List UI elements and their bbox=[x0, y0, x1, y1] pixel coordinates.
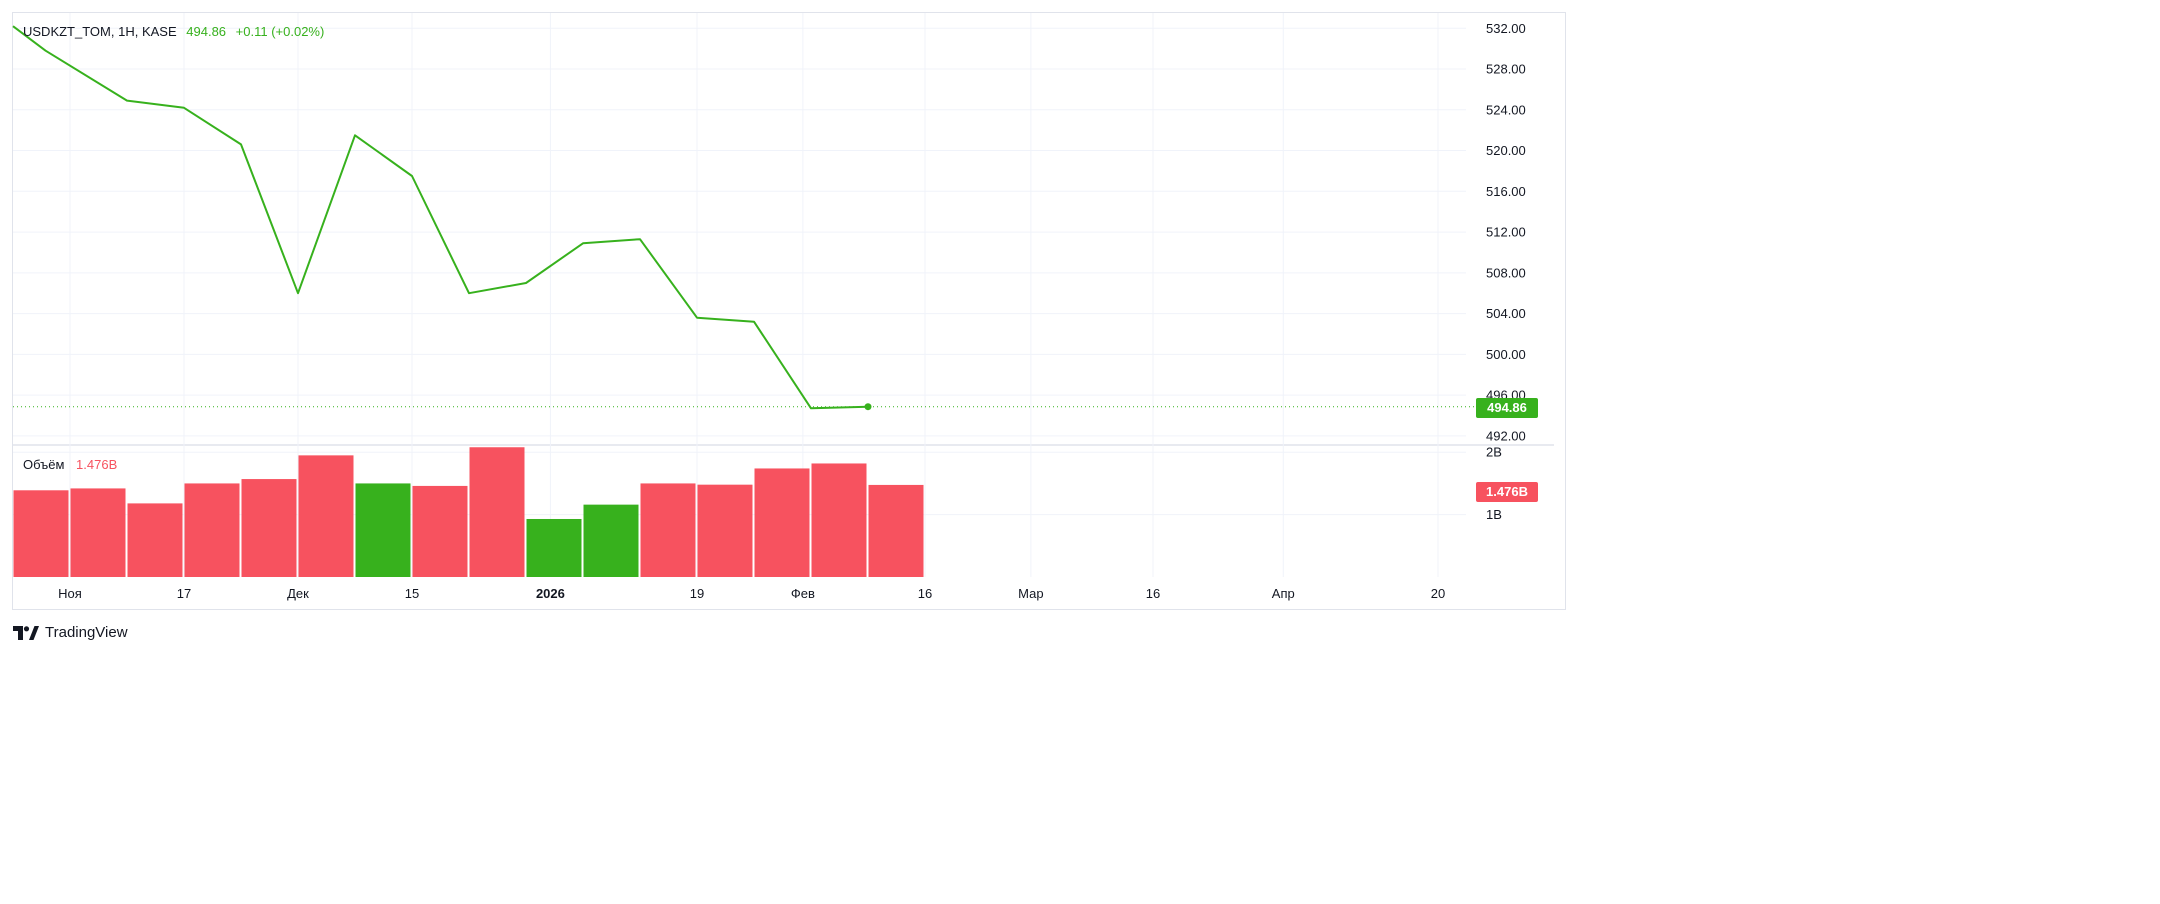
volume-bar bbox=[469, 447, 525, 577]
volume-bar bbox=[70, 488, 126, 577]
time-tick-label: Дек bbox=[287, 586, 309, 601]
price-series bbox=[12, 25, 1476, 411]
grid-lines bbox=[13, 13, 1554, 577]
brand-name: TradingView bbox=[45, 624, 128, 641]
volume-tick-label: 1B bbox=[1486, 507, 1502, 522]
price-tick-label: 504.00 bbox=[1486, 306, 1526, 321]
volume-bars bbox=[13, 447, 924, 577]
volume-bar bbox=[241, 479, 297, 577]
price-line bbox=[12, 25, 869, 410]
chart-canvas[interactable]: 532.00 528.00 524.00 520.00 516.00 512.00 508.… bbox=[0, 0, 1568, 654]
symbol-label[interactable]: USDKZT_TOM, 1H, KASE bbox=[23, 24, 177, 39]
volume-bar bbox=[754, 468, 810, 577]
volume-bar bbox=[640, 483, 696, 577]
time-tick-label: 16 bbox=[1146, 586, 1160, 601]
time-tick-label: Фев bbox=[791, 586, 815, 601]
time-axis: Ноя 17 Дек 15 2026 19 Фев 16 Мар 16 Апр 20 bbox=[58, 586, 1445, 601]
volume-bar bbox=[811, 463, 867, 577]
last-volume-tag: 1.476B bbox=[1476, 482, 1538, 502]
price-tick-label: 528.00 bbox=[1486, 62, 1526, 77]
price-tick-label: 532.00 bbox=[1486, 21, 1526, 36]
volume-bar bbox=[127, 503, 183, 577]
time-tick-label: 17 bbox=[177, 586, 191, 601]
price-tick-label: 512.00 bbox=[1486, 225, 1526, 240]
last-price-value: 494.86 bbox=[186, 24, 227, 39]
price-tick-label: 508.00 bbox=[1486, 265, 1526, 280]
volume-bar bbox=[412, 485, 468, 577]
volume-tick-label: 2B bbox=[1486, 445, 1502, 460]
brand-logo[interactable]: TradingView bbox=[13, 624, 128, 641]
series-legend[interactable]: USDKZT_TOM, 1H, KASE 494.86 +0.11 (+0.02… bbox=[23, 24, 324, 39]
price-tick-label: 516.00 bbox=[1486, 184, 1526, 199]
volume-bar bbox=[13, 490, 69, 577]
volume-bar bbox=[697, 484, 753, 577]
volume-legend-label: Объём bbox=[23, 457, 65, 472]
volume-bar bbox=[868, 484, 924, 577]
time-tick-label: Ноя bbox=[58, 586, 82, 601]
price-tick-label: 520.00 bbox=[1486, 143, 1526, 158]
last-price-marker bbox=[864, 403, 872, 411]
time-tick-label: 2026 bbox=[536, 586, 565, 601]
price-change-value: +0.11 (+0.02%) bbox=[235, 24, 325, 39]
volume-bar bbox=[583, 504, 639, 577]
volume-axis: 2B 1B bbox=[1486, 445, 1502, 522]
volume-bar bbox=[298, 455, 354, 577]
time-tick-label: Апр bbox=[1272, 586, 1295, 601]
time-tick-label: Мар bbox=[1018, 586, 1043, 601]
volume-bar bbox=[184, 483, 240, 577]
volume-bar bbox=[526, 518, 582, 577]
last-price-tag: 494.86 bbox=[1476, 398, 1538, 418]
volume-legend[interactable]: Объём 1.476B bbox=[23, 457, 117, 472]
price-tick-label: 492.00 bbox=[1486, 428, 1526, 443]
volume-bar bbox=[355, 483, 411, 577]
time-tick-label: 20 bbox=[1431, 586, 1445, 601]
time-tick-label: 19 bbox=[690, 586, 704, 601]
price-axis: 532.00 528.00 524.00 520.00 516.00 512.00 508.… bbox=[1486, 21, 1526, 444]
volume-legend-value: 1.476B bbox=[76, 457, 118, 472]
time-tick-label: 16 bbox=[918, 586, 932, 601]
price-tick-label: 524.00 bbox=[1486, 102, 1526, 117]
tradingview-logo-icon bbox=[13, 625, 39, 640]
chart-frame bbox=[12, 12, 1566, 610]
time-tick-label: 15 bbox=[405, 586, 419, 601]
price-tick-label: 500.00 bbox=[1486, 347, 1526, 362]
